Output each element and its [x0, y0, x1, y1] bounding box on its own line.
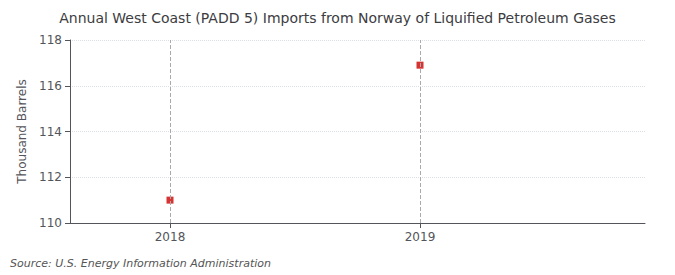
svg-text:Thousand Barrels: Thousand Barrels [15, 79, 29, 184]
svg-text:2019: 2019 [405, 230, 436, 244]
svg-text:110: 110 [39, 216, 62, 230]
svg-text:114: 114 [39, 125, 62, 139]
svg-text:Source: U.S. Energy Informatio: Source: U.S. Energy Information Administ… [10, 257, 271, 270]
svg-text:116: 116 [39, 79, 62, 93]
svg-text:118: 118 [39, 33, 62, 47]
svg-text:2018: 2018 [155, 230, 186, 244]
svg-text:Annual West Coast (PADD 5) Imp: Annual West Coast (PADD 5) Imports from … [59, 10, 616, 26]
svg-text:112: 112 [39, 170, 62, 184]
